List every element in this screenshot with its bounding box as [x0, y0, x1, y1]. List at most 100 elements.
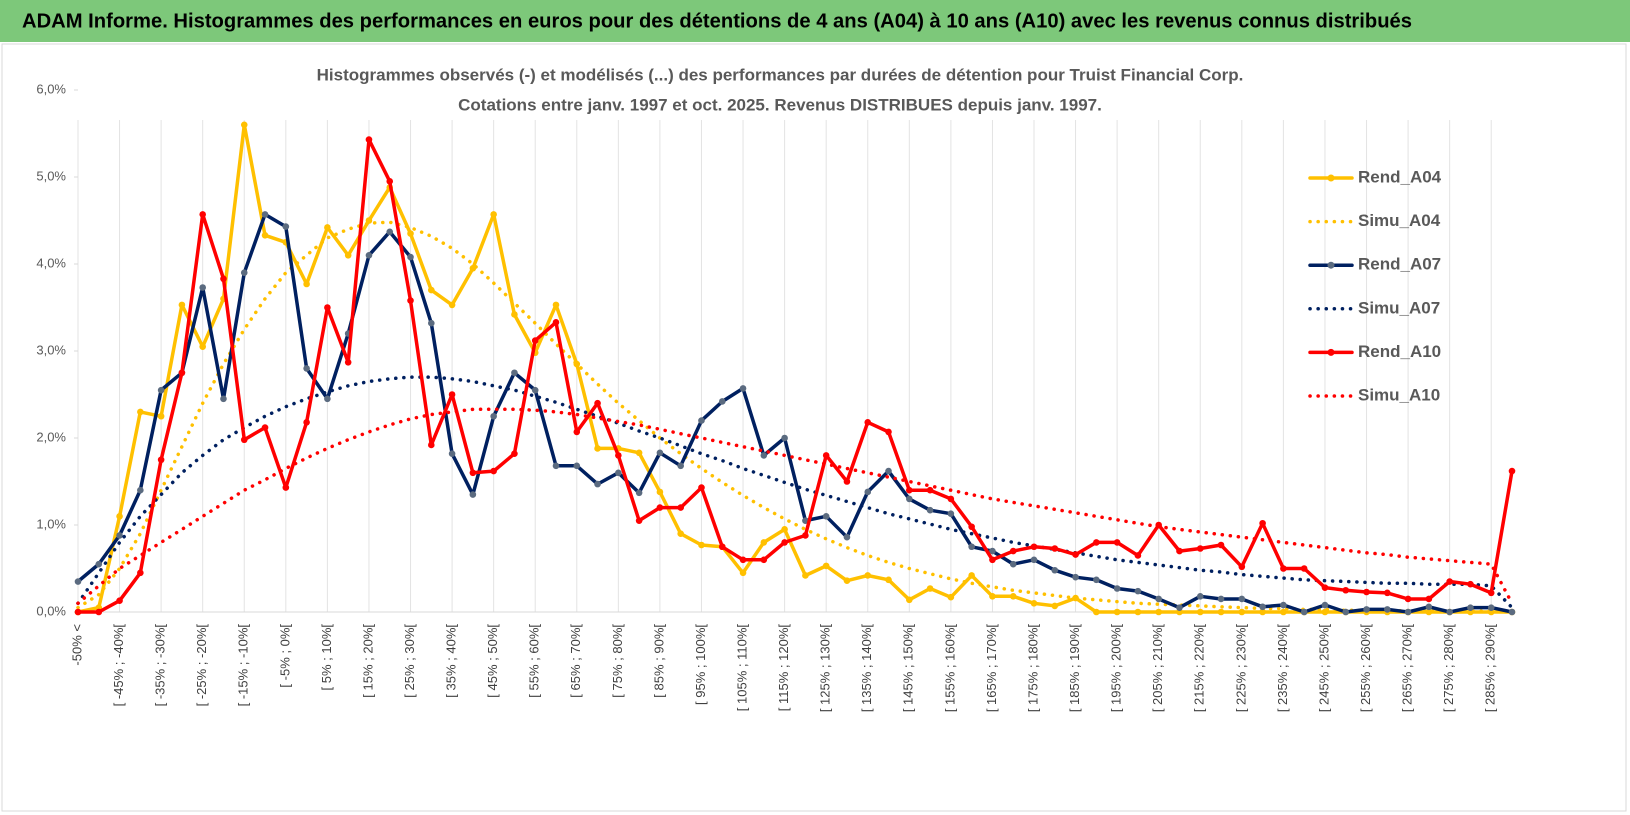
data-point — [989, 547, 996, 555]
data-point — [137, 569, 144, 577]
x-tick-label: [ -15% ; -10%[ — [236, 624, 251, 707]
data-point — [116, 532, 123, 539]
data-point — [1009, 547, 1017, 555]
data-point — [178, 369, 186, 377]
legend-label: Simu_A07 — [1358, 298, 1440, 317]
data-point — [1342, 608, 1350, 616]
data-point — [1238, 563, 1246, 571]
series-line — [76, 212, 1514, 614]
data-point — [573, 462, 581, 470]
data-point — [74, 578, 82, 585]
y-tick-label: 0,0% — [36, 603, 66, 618]
data-point — [1134, 587, 1142, 595]
x-tick-label: [ 195% ; 200%[ — [1109, 624, 1124, 713]
data-point — [656, 449, 664, 457]
data-point — [739, 385, 747, 392]
data-point — [261, 424, 269, 431]
series-line — [76, 137, 1514, 614]
data-point — [594, 480, 601, 488]
y-tick-label: 5,0% — [36, 168, 66, 183]
x-tick-label: [ 35% ; 40%[ — [444, 624, 459, 698]
series-line — [76, 375, 1514, 610]
data-point — [552, 301, 560, 309]
data-point — [1280, 601, 1287, 609]
data-point — [116, 513, 123, 520]
x-tick-label: [ 275% ; 280%[ — [1441, 624, 1456, 713]
x-tick-label: [ 205% ; 210%[ — [1150, 624, 1165, 713]
data-point — [698, 541, 705, 549]
data-point — [137, 408, 144, 416]
data-point — [1404, 595, 1412, 603]
data-point — [843, 577, 851, 584]
x-tick-label: [ 65% ; 70%[ — [568, 624, 583, 698]
data-point — [511, 369, 518, 377]
data-point — [760, 539, 768, 546]
data-point — [822, 562, 830, 570]
legend-marker — [1327, 261, 1335, 269]
data-point — [303, 365, 310, 372]
data-point — [885, 576, 892, 584]
data-point — [469, 491, 477, 498]
data-point — [906, 486, 913, 494]
x-tick-label: [ 155% ; 160%[ — [942, 624, 957, 713]
data-point — [1259, 603, 1266, 611]
legend-label: Rend_A04 — [1358, 167, 1442, 186]
page-title: ADAM Informe. Histogrammes des performan… — [22, 10, 1412, 32]
x-tick-label: [ 115% ; 120%[ — [776, 624, 791, 712]
data-point — [220, 275, 227, 283]
data-point — [95, 560, 103, 568]
data-point — [448, 450, 456, 457]
data-point — [1321, 601, 1329, 609]
data-point — [864, 572, 872, 579]
x-tick-label: [ 145% ; 150%[ — [901, 624, 916, 713]
x-tick-label: [ 85% ; 90%[ — [651, 624, 666, 698]
data-point — [490, 412, 497, 420]
data-point — [157, 456, 165, 464]
data-point — [240, 121, 248, 129]
data-point — [802, 572, 809, 579]
data-point — [386, 228, 394, 236]
data-point — [324, 395, 331, 403]
x-tick-label: [ 255% ; 260%[ — [1358, 624, 1373, 713]
data-point — [303, 280, 310, 288]
data-point — [1467, 604, 1474, 611]
data-point — [1196, 545, 1204, 552]
data-point — [303, 419, 310, 426]
data-point — [199, 211, 206, 218]
data-point — [1217, 541, 1225, 549]
data-point — [469, 469, 477, 477]
data-point — [573, 428, 581, 436]
data-point — [677, 530, 684, 537]
x-tick-label: [ 265% ; 270%[ — [1400, 624, 1415, 713]
data-point — [1363, 588, 1370, 596]
data-point — [552, 318, 560, 326]
data-point — [116, 597, 123, 604]
data-point — [1134, 608, 1142, 616]
data-point — [926, 506, 934, 514]
data-point — [1425, 608, 1433, 616]
x-tick-label: [ 215% ; 220%[ — [1192, 624, 1207, 713]
data-point — [365, 252, 373, 259]
data-point — [324, 224, 331, 231]
data-point — [1446, 608, 1453, 616]
data-point — [490, 211, 497, 218]
chart-subtitle: Cotations entre janv. 1997 et oct. 2025.… — [458, 95, 1102, 114]
data-point — [594, 445, 601, 452]
series-line — [76, 123, 1514, 614]
data-point — [137, 486, 144, 494]
data-point — [220, 395, 227, 403]
x-tick-label: [ 15% ; 20%[ — [360, 624, 375, 698]
data-point — [635, 489, 643, 497]
data-point — [843, 478, 851, 485]
data-point — [428, 286, 435, 294]
data-point — [677, 462, 684, 470]
data-point — [448, 391, 456, 398]
data-point — [615, 452, 622, 459]
data-point — [1384, 606, 1391, 613]
data-point — [1280, 608, 1287, 616]
data-point — [1176, 547, 1183, 555]
data-point — [760, 556, 768, 564]
data-point — [1009, 560, 1017, 568]
data-point — [157, 386, 165, 394]
data-point — [531, 386, 539, 394]
